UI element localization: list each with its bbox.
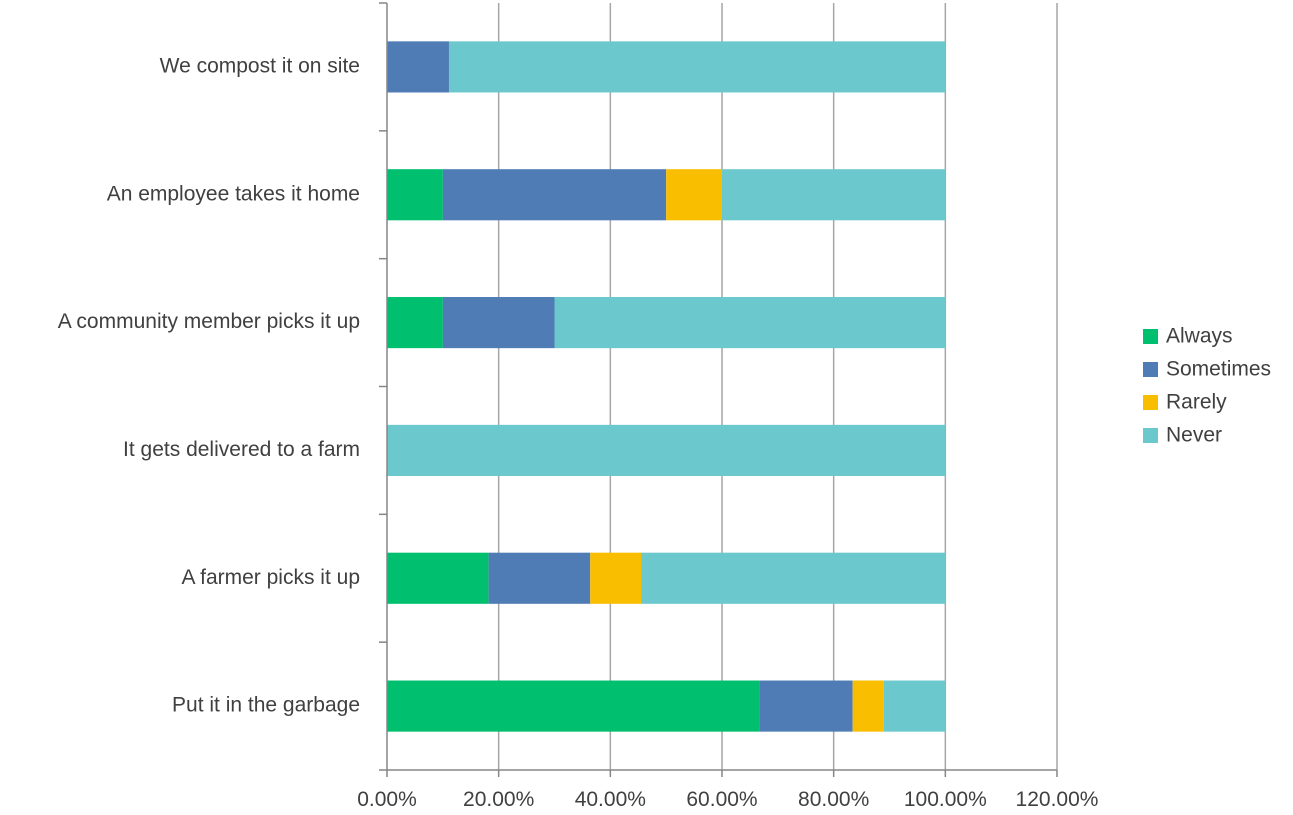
bar-sometimes-we-compost-it-on-site: [387, 41, 449, 93]
bar-never-put-it-in-the-garbage: [883, 680, 946, 732]
x-tick-label: 20.00%: [463, 788, 534, 811]
category-labels: Put it in the garbage A farmer picks it u…: [58, 54, 360, 716]
bar-always-a-farmer-picks-it-up: [387, 552, 489, 604]
bar-never-it-gets-delivered-to-a-farm: [387, 424, 946, 476]
x-tick-label: 100.00%: [904, 788, 987, 811]
legend-swatch-rarely: [1143, 395, 1158, 410]
legend-swatch-always: [1143, 329, 1158, 344]
bar-sometimes-put-it-in-the-garbage: [759, 680, 853, 732]
category-label: An employee takes it home: [107, 182, 360, 205]
bar-never-an-employee-takes-it-home: [722, 169, 946, 221]
bar-sometimes-an-employee-takes-it-home: [442, 169, 667, 221]
x-tick-label: 80.00%: [798, 788, 869, 811]
bar-always-put-it-in-the-garbage: [387, 680, 760, 732]
category-label: It gets delivered to a farm: [123, 438, 360, 461]
bar-sometimes-a-farmer-picks-it-up: [488, 552, 591, 604]
bar-always-a-community-member-picks-it-up: [387, 297, 443, 349]
bars: [387, 41, 946, 732]
bar-never-a-farmer-picks-it-up: [641, 552, 946, 604]
legend-swatch-sometimes: [1143, 362, 1158, 377]
bar-rarely-an-employee-takes-it-home: [666, 169, 722, 221]
legend: Always Sometimes Rarely Never: [1143, 325, 1271, 447]
bar-sometimes-a-community-member-picks-it-up: [442, 297, 555, 349]
x-tick-label: 40.00%: [575, 788, 646, 811]
legend-label-rarely: Rarely: [1166, 391, 1227, 414]
legend-label-always: Always: [1166, 325, 1233, 348]
x-tick-label: 120.00%: [1016, 788, 1099, 811]
legend-label-never: Never: [1166, 424, 1222, 447]
category-label: A farmer picks it up: [181, 566, 360, 589]
category-label: Put it in the garbage: [172, 694, 360, 717]
x-tick-label: 0.00%: [357, 788, 417, 811]
legend-swatch-never: [1143, 428, 1158, 443]
bar-always-an-employee-takes-it-home: [387, 169, 443, 221]
category-label: A community member picks it up: [58, 310, 360, 333]
x-tick-label: 60.00%: [686, 788, 757, 811]
bar-rarely-put-it-in-the-garbage: [852, 680, 884, 732]
gridlines: [497, 3, 1058, 770]
category-label: We compost it on site: [160, 54, 360, 77]
axes: [379, 2, 1058, 777]
legend-label-sometimes: Sometimes: [1166, 358, 1271, 381]
x-tick-labels: 0.00% 20.00% 40.00% 60.00% 80.00% 100.00% 120.…: [357, 788, 1098, 811]
bar-never-a-community-member-picks-it-up: [554, 297, 946, 349]
bar-rarely-a-farmer-picks-it-up: [590, 552, 642, 604]
bar-never-we-compost-it-on-site: [448, 41, 946, 93]
